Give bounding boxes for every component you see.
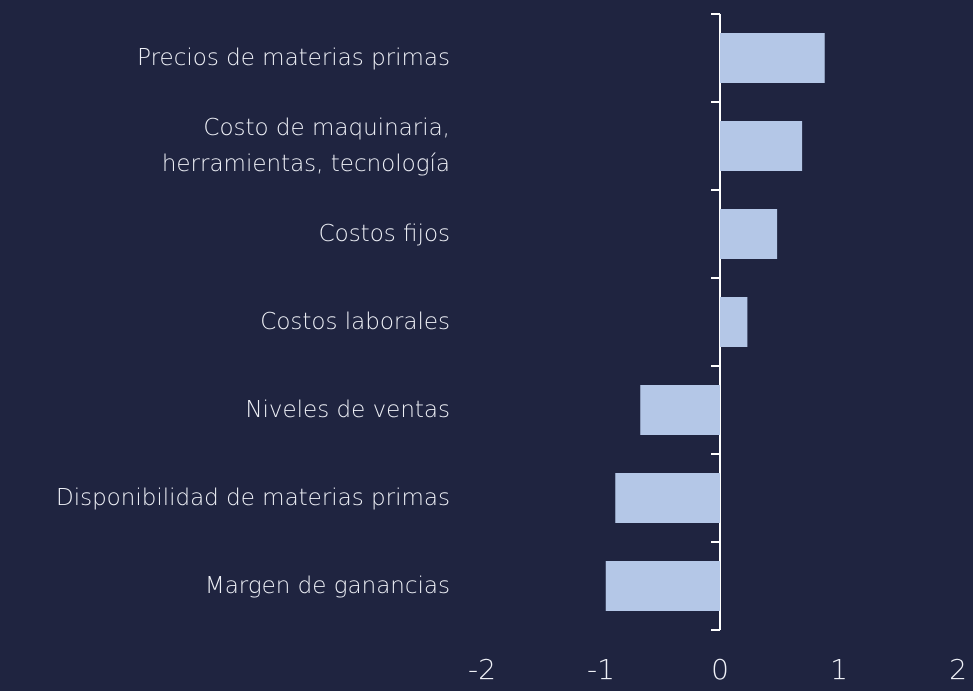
x-tick-label: -1 bbox=[587, 653, 615, 686]
x-tick-label: 0 bbox=[711, 653, 729, 686]
bar bbox=[720, 297, 748, 347]
x-tick-label: -2 bbox=[468, 653, 496, 686]
category-label: Niveles de ventas bbox=[245, 397, 450, 423]
category-label: Costos fijos bbox=[318, 221, 450, 247]
category-label: Costo de maquinaria, herramientas, tecno… bbox=[161, 115, 450, 177]
bar bbox=[605, 561, 720, 611]
bar bbox=[615, 473, 720, 523]
bar bbox=[720, 33, 825, 83]
bar bbox=[720, 121, 803, 171]
category-label: Costos laborales bbox=[260, 309, 450, 335]
bar bbox=[640, 385, 720, 435]
bar bbox=[720, 209, 778, 259]
category-label: Margen de ganancias bbox=[204, 573, 450, 599]
category-label: Disponibilidad de materias primas bbox=[56, 485, 450, 511]
x-tick-label: 2 bbox=[949, 653, 967, 686]
category-label: Precios de materias primas bbox=[137, 45, 450, 71]
x-tick-label: 1 bbox=[830, 653, 848, 686]
